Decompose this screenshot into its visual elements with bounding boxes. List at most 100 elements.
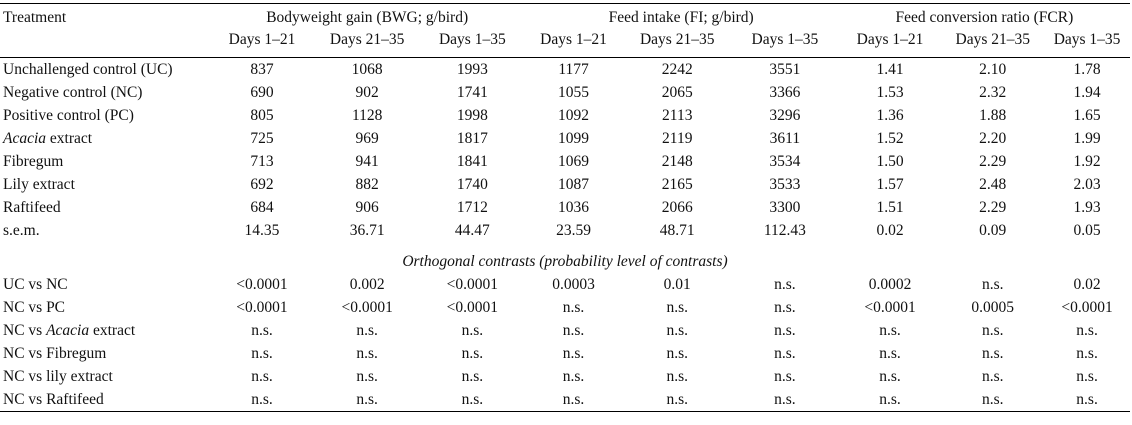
table-cell: 2.48 — [979, 175, 1007, 193]
table-cell: n.s. — [210, 388, 314, 412]
table-cell: 906 — [355, 198, 379, 216]
table-row: Negative control (NC) 690 902 1741 1055 2065 3… — [0, 81, 1130, 104]
table-cell: n.s. — [731, 388, 839, 412]
table-cell: n.s. — [774, 344, 796, 362]
table-cell: n.s. — [313, 388, 422, 412]
table-cell: 684 — [250, 198, 274, 216]
row-label: Acacia extract — [0, 127, 211, 150]
period-header: Days 1–21 — [523, 29, 624, 58]
table-row: UC vs NC <0.0001 0.002 <0.0001 0.0003 0.01 n.s… — [0, 273, 1130, 296]
table-cell: 837 — [250, 60, 274, 78]
table-row: NC vs Fibregum n.s. n.s. n.s. n.s. n.s. n.s. n.… — [0, 342, 1130, 365]
group-header-fi: Feed intake (FI; g/bird) — [608, 9, 754, 26]
table-cell: n.s. — [666, 298, 688, 316]
table-cell: 23.59 — [556, 221, 591, 239]
row-label-post: Raftifeed — [3, 198, 61, 216]
table-cell: n.s. — [981, 367, 1004, 385]
table-cell: n.s. — [981, 321, 1004, 339]
period-header: Days 1–21 — [210, 29, 314, 58]
table-cell: n.s. — [1076, 321, 1098, 339]
table-row: Acacia extract 725 969 1817 1099 2119 3611 1.52… — [0, 127, 1130, 150]
table-cell: 1.93 — [1073, 198, 1101, 216]
table-cell: 1.41 — [876, 60, 904, 78]
table-cell: n.s. — [562, 321, 585, 339]
table-cell: 1712 — [456, 198, 488, 216]
table-cell: 1.78 — [1073, 60, 1101, 78]
table-cell: n.s. — [879, 344, 901, 362]
row-label-post: Negative control (NC) — [3, 83, 143, 101]
table-cell: n.s. — [1044, 388, 1130, 412]
table-cell: 1.51 — [876, 198, 904, 216]
row-label: s.e.m. — [0, 219, 211, 242]
row-label-ital: Acacia — [3, 129, 47, 147]
table-cell: 44.47 — [454, 221, 490, 239]
section-gap — [0, 242, 1130, 250]
table-cell: 882 — [355, 175, 379, 193]
table-cell: n.s. — [1076, 367, 1098, 385]
table-cell: n.s. — [356, 367, 378, 385]
row-label: Raftifeed — [0, 196, 211, 219]
row-label-post: Unchallenged control (UC) — [3, 60, 173, 78]
row-label-post: extract — [46, 129, 93, 147]
period-header: Days 21–35 — [313, 29, 422, 58]
table-cell: 1740 — [456, 175, 488, 193]
table-cell: n.s. — [461, 321, 484, 339]
table-cell: 941 — [355, 152, 379, 170]
table-row: NC vs lily extract n.s. n.s. n.s. n.s. n.s. n.… — [0, 365, 1130, 388]
contrast-title-row: Orthogonal contrasts (probability level … — [0, 250, 1130, 273]
table-cell: <0.0001 — [236, 275, 288, 293]
table-cell: 2148 — [661, 152, 693, 170]
table-cell: 0.0003 — [552, 275, 595, 293]
table-cell: 2242 — [661, 60, 693, 78]
table-cell: 1.65 — [1073, 106, 1101, 124]
table-cell: 0.0005 — [971, 298, 1015, 316]
table-cell: 2119 — [662, 129, 693, 147]
table-cell: 1.88 — [979, 106, 1007, 124]
row-label: UC vs NC — [0, 273, 211, 296]
table-row: NC vs PC <0.0001 <0.0001 <0.0001 n.s. n.s. n.s… — [0, 296, 1130, 319]
results-table: Treatment Bodyweight gain (BWG; g/bird) … — [0, 3, 1130, 412]
table-cell: 2.32 — [979, 83, 1007, 101]
row-label-post: s.e.m. — [3, 221, 40, 239]
table-cell: 805 — [250, 106, 274, 124]
table-cell: <0.0001 — [446, 298, 499, 316]
row-label: NC vs Acacia extract — [0, 319, 211, 342]
table-cell: 1998 — [456, 106, 488, 124]
table-cell: 3533 — [769, 175, 801, 193]
row-label-post: Positive control (PC) — [3, 106, 134, 124]
table-cell: n.s. — [251, 344, 273, 362]
table-cell: n.s. — [523, 388, 624, 412]
table-cell: n.s. — [461, 344, 484, 362]
table-row: Fibregum 713 941 1841 1069 2148 3534 1.50 2.29 1.… — [0, 150, 1130, 173]
table-cell: <0.0001 — [341, 298, 393, 316]
table-cell: 2.20 — [979, 129, 1007, 147]
row-label-pre: UC vs NC — [3, 275, 68, 293]
table-cell: 3366 — [769, 83, 801, 101]
table-cell: n.s. — [666, 367, 688, 385]
table-cell: n.s. — [562, 344, 585, 362]
period-header: Days 1–35 — [1044, 29, 1130, 58]
table-cell: 1128 — [351, 106, 383, 124]
table-cell: 3296 — [769, 106, 801, 124]
table-cell: n.s. — [774, 298, 796, 316]
period-header: Days 1–21 — [838, 29, 942, 58]
table-cell: 0.02 — [1073, 275, 1101, 293]
table-cell: <0.0001 — [446, 275, 499, 293]
table-cell: 1099 — [558, 129, 590, 147]
row-label: Positive control (PC) — [0, 104, 211, 127]
row-label-post: extract — [89, 321, 136, 339]
table-cell: 2066 — [661, 198, 693, 216]
table-cell: n.s. — [356, 344, 378, 362]
table-cell: n.s. — [623, 388, 732, 412]
row-label-pre: NC vs PC — [3, 298, 66, 316]
table-cell: 1068 — [351, 60, 383, 78]
row-label: NC vs Raftifeed — [0, 388, 211, 412]
table-cell: 36.71 — [349, 221, 385, 239]
table-cell: 0.05 — [1073, 221, 1101, 239]
table-cell: n.s. — [562, 298, 585, 316]
table-cell: 902 — [355, 83, 379, 101]
table-cell: 1087 — [558, 175, 590, 193]
group-header-bwg: Bodyweight gain (BWG; g/bird) — [266, 9, 469, 26]
table-cell: n.s. — [774, 321, 796, 339]
table-row: Unchallenged control (UC) 837 1068 1993 1177… — [0, 58, 1130, 82]
